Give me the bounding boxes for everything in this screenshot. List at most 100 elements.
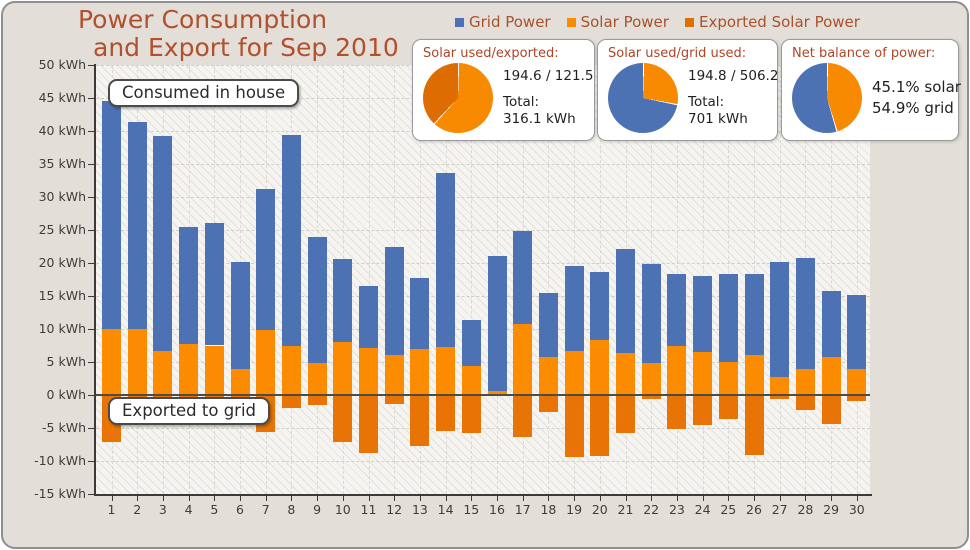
x-tick-mark <box>342 496 344 501</box>
bar-grid-power-day-29 <box>821 291 841 358</box>
bar-grid-power-day-23 <box>667 274 687 347</box>
bar-solar-power-day-28 <box>795 369 815 395</box>
x-tick-mark <box>702 496 704 501</box>
x-tick-label: 11 <box>360 502 377 517</box>
x-tick-mark <box>831 496 833 501</box>
x-tick-label: 18 <box>540 502 557 517</box>
y-tick-label: 15 kWh <box>38 288 86 303</box>
bar-grid-power-day-5 <box>204 222 224 346</box>
bar-grid-power-day-25 <box>718 273 738 362</box>
h-gridline <box>96 296 870 297</box>
panel-net-balance: Net balance of power: 45.1% solar 54.9% … <box>781 39 961 141</box>
x-tick-label: 1 <box>107 502 116 517</box>
bar-solar-power-day-21 <box>616 353 635 395</box>
bar-solar-power-day-3 <box>153 351 173 395</box>
x-tick-label: 30 <box>848 502 865 517</box>
v-gridline <box>548 65 550 494</box>
bar-solar-power-day-22 <box>641 363 661 395</box>
x-tick-mark <box>676 496 678 501</box>
bar-exported-solar-day-25 <box>718 395 738 420</box>
x-tick-label: 21 <box>617 502 634 517</box>
x-tick-mark <box>291 496 293 501</box>
y-tick-label: 50 kWh <box>38 57 86 72</box>
x-tick-label: 9 <box>313 502 322 517</box>
bar-solar-power-day-6 <box>230 368 250 395</box>
x-tick-label: 16 <box>489 502 505 517</box>
legend-label: Grid Power <box>469 13 551 31</box>
bar-solar-power-day-7 <box>256 329 276 395</box>
bar-grid-power-day-26 <box>744 273 764 356</box>
x-tick-mark <box>625 496 627 501</box>
x-tick-mark <box>214 496 216 501</box>
zero-axis-line <box>96 394 870 396</box>
y-tick-label: -15 kWh <box>34 486 86 501</box>
x-tick-mark <box>728 496 730 501</box>
bar-exported-solar-day-21 <box>616 395 635 434</box>
bar-exported-solar-day-11 <box>359 395 378 454</box>
bar-solar-power-day-17 <box>513 324 533 395</box>
x-tick-label: 23 <box>668 502 685 517</box>
y-tick-mark <box>88 329 94 330</box>
bar-solar-power-day-29 <box>821 357 841 395</box>
bar-exported-solar-day-30 <box>847 395 867 401</box>
bar-grid-power-day-28 <box>795 257 815 370</box>
bar-solar-power-day-20 <box>590 339 610 395</box>
y-tick-mark <box>88 362 94 363</box>
x-tick-label: 6 <box>236 502 244 517</box>
bar-solar-power-day-27 <box>770 377 790 395</box>
x-tick-mark <box>188 496 190 501</box>
bar-grid-power-day-7 <box>256 189 276 330</box>
y-tick-mark <box>88 395 94 396</box>
x-tick-mark <box>265 496 267 501</box>
h-gridline <box>96 263 870 264</box>
y-tick-label: 0 kWh <box>46 387 86 402</box>
x-tick-label: 28 <box>797 502 814 517</box>
bar-grid-power-day-27 <box>770 261 790 378</box>
bar-exported-solar-day-9 <box>307 395 327 405</box>
x-tick-mark <box>394 496 396 501</box>
x-tick-label: 4 <box>184 502 193 517</box>
x-tick-label: 29 <box>823 502 840 517</box>
panel-solar-percent: 45.1% solar <box>872 78 961 96</box>
bar-solar-power-day-13 <box>410 349 430 395</box>
x-tick-mark <box>599 496 601 501</box>
bar-solar-power-day-5 <box>204 345 224 395</box>
y-tick-mark <box>88 230 94 231</box>
y-tick-mark <box>88 131 94 132</box>
h-gridline <box>96 362 870 363</box>
x-tick-mark <box>445 496 447 501</box>
y-tick-mark <box>88 428 94 429</box>
x-tick-mark <box>162 496 164 501</box>
panel-total-value: 316.1 kWh <box>503 111 576 127</box>
y-tick-label: 20 kWh <box>38 255 86 270</box>
bar-grid-power-day-22 <box>641 263 661 364</box>
bar-grid-power-day-15 <box>461 319 481 366</box>
x-tick-mark <box>805 496 807 501</box>
x-tick-mark <box>754 496 755 501</box>
x-axis-line <box>94 494 872 496</box>
bar-solar-power-day-15 <box>461 365 481 395</box>
legend-item-exported-solar-power: Exported Solar Power <box>684 13 860 31</box>
x-tick-mark <box>137 496 139 501</box>
bar-exported-solar-day-23 <box>667 395 687 430</box>
x-tick-label: 10 <box>334 502 351 517</box>
x-tick-mark <box>779 496 781 501</box>
bar-grid-power-day-13 <box>410 277 430 350</box>
bar-grid-power-day-3 <box>153 136 173 352</box>
bar-grid-power-day-2 <box>127 121 147 329</box>
bar-solar-power-day-24 <box>693 352 713 395</box>
h-gridline <box>96 329 870 330</box>
bar-grid-power-day-6 <box>230 261 250 369</box>
x-tick-label: 13 <box>411 502 428 517</box>
bar-solar-power-day-2 <box>127 329 147 395</box>
legend-label: Exported Solar Power <box>698 13 860 31</box>
bar-grid-power-day-4 <box>179 226 199 344</box>
bar-exported-solar-day-17 <box>513 395 533 437</box>
v-gridline <box>471 65 473 494</box>
bar-exported-solar-day-10 <box>333 395 353 442</box>
bar-grid-power-day-14 <box>436 172 456 347</box>
pie-net-balance <box>792 63 862 133</box>
y-tick-mark <box>88 65 94 66</box>
x-tick-mark <box>856 496 858 501</box>
